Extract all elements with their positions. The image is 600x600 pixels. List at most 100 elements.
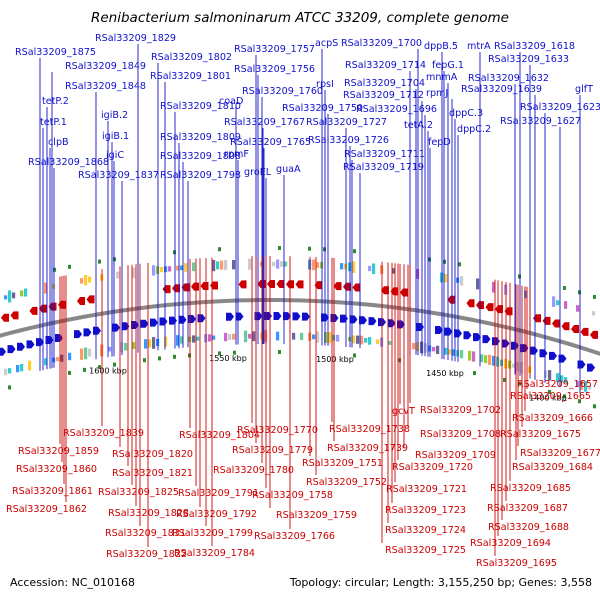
reverse-gene-label: RSal33209_1657 (517, 379, 598, 390)
feature-block (132, 342, 135, 349)
forward-gene-arrow (530, 347, 538, 355)
feature-block (56, 357, 59, 361)
rna-marker (518, 275, 521, 279)
feature-block (292, 333, 295, 340)
feature-block (144, 339, 147, 348)
forward-gene-label: RSal33209_1623 (520, 102, 600, 113)
rna-marker (593, 404, 596, 408)
forward-gene-label: RSal33209_1714 (345, 60, 426, 71)
forward-gene-arrow (464, 331, 472, 339)
forward-gene-label: RSal33209_1700 (341, 38, 422, 49)
feature-block (24, 289, 27, 297)
reverse-gene-label: RSal33209_1825 (98, 487, 179, 498)
reverse-gene-label: gcvT (392, 406, 415, 417)
reverse-gene-arrow (533, 314, 541, 322)
reverse-gene-label: RSal33209_1759 (276, 510, 357, 521)
forward-gene-arrow (27, 340, 35, 348)
rna-marker (443, 260, 446, 264)
feature-block (276, 332, 279, 341)
reverse-gene-arrow (239, 280, 247, 288)
forward-gene-arrow (112, 324, 120, 332)
forward-gene-label: RSal33209_1704 (344, 78, 425, 89)
forward-gene-label: RSal33209_1801 (150, 71, 231, 82)
feature-block (164, 266, 167, 272)
reverse-gene-arrow (334, 282, 342, 290)
feature-block (168, 266, 171, 271)
genome-map: Renibacterium salmoninarum ATCC 33209, c… (0, 0, 600, 600)
forward-gene-label: acpS (315, 38, 338, 49)
forward-gene-label: RSal33209_1727 (306, 117, 387, 128)
rna-marker (278, 350, 281, 354)
rna-marker (173, 355, 176, 359)
reverse-gene-label: RSal33209_1666 (512, 413, 593, 424)
reverse-gene-label: RSal33209_1739 (327, 443, 408, 454)
forward-gene-label: RSal33209_1756 (234, 64, 315, 75)
rna-marker (98, 260, 101, 264)
rna-marker (113, 257, 116, 261)
rna-marker (83, 368, 86, 372)
reverse-gene-label: RSal33209_1687 (487, 503, 568, 514)
feature-block (4, 295, 7, 299)
forward-gene-label: igiB.2 (101, 110, 128, 121)
forward-gene-arrow (483, 335, 491, 343)
reverse-gene-arrow (191, 283, 199, 291)
rna-marker (158, 356, 161, 360)
reverse-gene-arrow (448, 296, 456, 304)
forward-gene-label: dppC.2 (457, 124, 491, 135)
forward-gene-arrow (416, 323, 424, 331)
reverse-gene-label: RSal33209_1677 (520, 448, 600, 459)
forward-gene-arrow (17, 343, 25, 351)
reverse-gene-label: RSal33209_1859 (18, 446, 99, 457)
reverse-gene-label: RSal33209_1779 (232, 445, 313, 456)
forward-gene-label: RSal33209_1868 (28, 157, 109, 168)
reverse-gene-label: RSal33209_1862 (6, 504, 87, 515)
feature-block (84, 275, 87, 285)
forward-gene-label: RSal33209_1719 (343, 162, 424, 173)
forward-gene-label: guaA (276, 164, 301, 175)
reverse-gene-label: RSal33209_1721 (386, 484, 467, 495)
feature-block (8, 290, 11, 302)
forward-gene-label: RSal33209_1802 (151, 52, 232, 63)
rna-marker (173, 250, 176, 254)
feature-block (80, 349, 83, 360)
forward-gene-label: mnmA (426, 72, 458, 83)
feature-block (316, 262, 319, 268)
feature-block (68, 353, 71, 360)
forward-gene-label: RSal33209_1632 (468, 73, 549, 84)
reverse-gene-label: RSal33209_1720 (392, 462, 473, 473)
feature-block (316, 331, 319, 342)
feature-block (272, 262, 275, 267)
forward-gene-arrow (492, 337, 500, 345)
forward-gene-label: RSal33209_1767 (224, 117, 305, 128)
feature-block (88, 349, 91, 357)
reverse-gene-arrow (581, 328, 589, 336)
forward-gene-label: igiB.1 (102, 131, 129, 142)
forward-gene-label: igiC (106, 150, 124, 161)
feature-block (480, 354, 483, 362)
forward-gene-arrow (0, 348, 6, 356)
forward-gene-label: RSal33209_1829 (95, 33, 176, 44)
forward-gene-label: glfT (575, 84, 593, 95)
reverse-gene-label: RSal33209_1702 (420, 405, 501, 416)
reverse-gene-arrow (353, 284, 361, 292)
feature-block (468, 351, 471, 361)
reverse-gene-label: RSal33209_1751 (302, 458, 383, 469)
feature-block (388, 341, 391, 345)
scale-tick-label: 1450 kbp (426, 369, 464, 378)
forward-gene-label: RSal33209_1711 (344, 149, 425, 160)
feature-block (12, 293, 15, 299)
feature-block (360, 336, 363, 345)
feature-block (368, 266, 371, 271)
rna-marker (143, 358, 146, 362)
forward-gene-arrow (150, 319, 158, 327)
rna-marker (353, 249, 356, 253)
reverse-gene-arrow (590, 331, 598, 339)
feature-block (472, 351, 475, 361)
forward-gene-labels: RSal33209_1829RSal33209_1875RSal33209_18… (15, 33, 600, 394)
forward-gene-label: RSal33209_1760 (242, 86, 323, 97)
forward-gene-label: RSal33209_1837 (78, 170, 159, 181)
reverse-gene-label: RSal33209_1820 (112, 449, 193, 460)
feature-block (564, 301, 567, 309)
reverse-gene-label: RSal33209_1860 (16, 464, 97, 475)
scale-tick-label: 1500 kbp (316, 355, 354, 364)
